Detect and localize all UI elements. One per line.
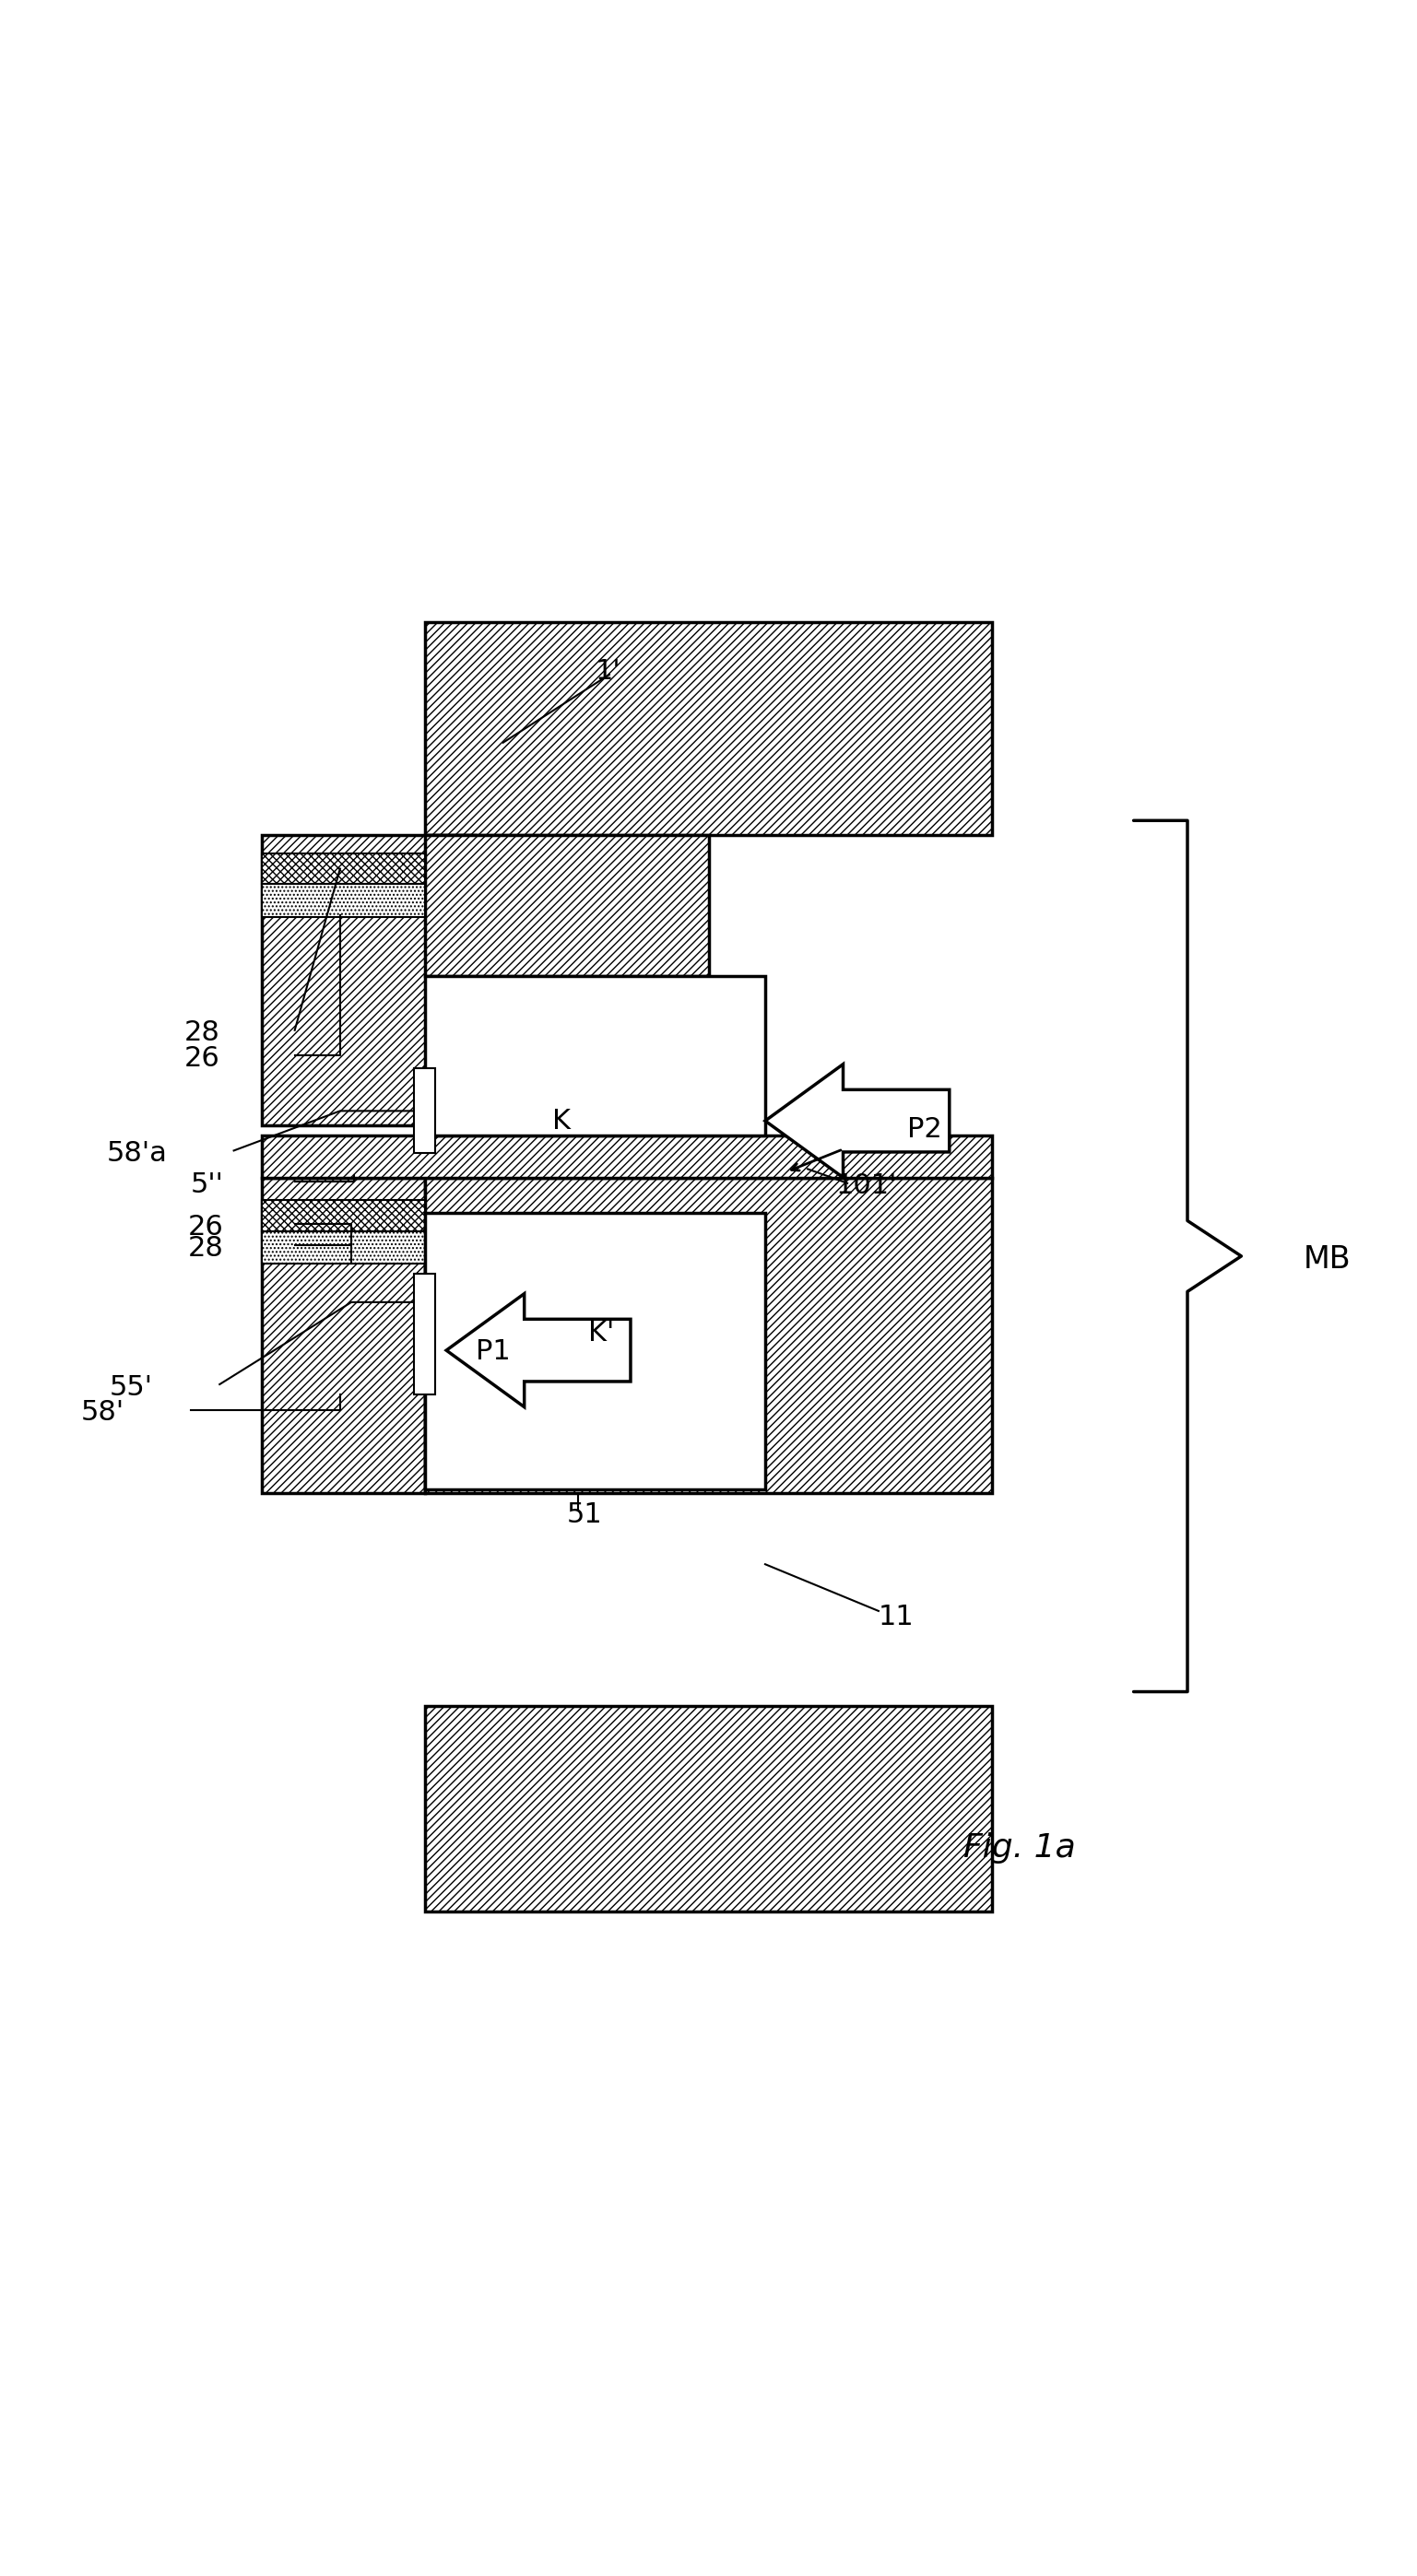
Bar bbox=[262, 1231, 425, 1265]
Polygon shape bbox=[446, 1293, 631, 1406]
Text: 28: 28 bbox=[184, 1020, 220, 1046]
Bar bbox=[425, 1177, 992, 1494]
Text: 26: 26 bbox=[188, 1213, 224, 1242]
Bar bbox=[425, 623, 992, 835]
Text: 1': 1' bbox=[595, 659, 621, 685]
Bar bbox=[262, 853, 425, 884]
Bar bbox=[414, 1069, 435, 1154]
Bar bbox=[425, 1705, 992, 1911]
Text: 26: 26 bbox=[184, 1046, 220, 1072]
Text: 101': 101' bbox=[836, 1172, 897, 1200]
Bar bbox=[262, 884, 425, 917]
Text: K: K bbox=[553, 1108, 571, 1133]
Bar bbox=[414, 1275, 435, 1394]
Text: 5'': 5'' bbox=[191, 1172, 224, 1198]
Bar bbox=[262, 835, 475, 1126]
Bar bbox=[425, 976, 765, 1136]
Text: Fig. 1a: Fig. 1a bbox=[964, 1832, 1076, 1862]
Bar bbox=[262, 1177, 425, 1494]
Text: K': K' bbox=[588, 1319, 614, 1347]
Text: 58': 58' bbox=[81, 1399, 125, 1427]
Polygon shape bbox=[765, 1064, 949, 1177]
Text: MB: MB bbox=[1304, 1244, 1352, 1275]
Text: 11: 11 bbox=[879, 1602, 914, 1631]
Text: 55': 55' bbox=[109, 1373, 153, 1401]
Text: 58'a: 58'a bbox=[106, 1141, 167, 1167]
Text: P1: P1 bbox=[475, 1340, 510, 1365]
Text: P2: P2 bbox=[907, 1115, 942, 1144]
Text: 28: 28 bbox=[188, 1234, 224, 1262]
Text: 51: 51 bbox=[567, 1502, 602, 1528]
Bar bbox=[425, 1213, 765, 1489]
Bar bbox=[262, 1200, 425, 1231]
Bar bbox=[425, 835, 708, 976]
Bar bbox=[262, 1136, 992, 1177]
